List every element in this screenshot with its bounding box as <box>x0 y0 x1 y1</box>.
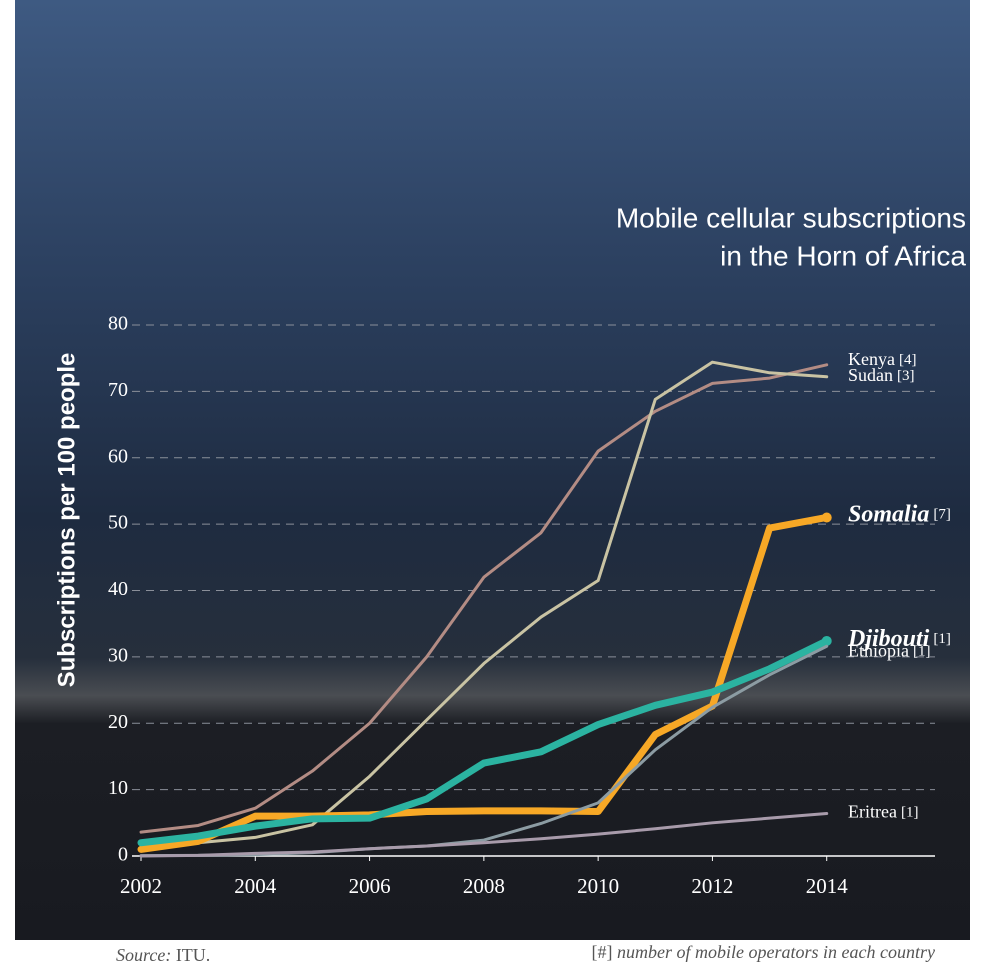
legend-entry: Sudan [3] <box>848 365 915 385</box>
legend-operators: [1] <box>933 631 951 647</box>
x-tick-label: 2006 <box>349 874 391 898</box>
source: ITU. <box>176 945 211 965</box>
legend-name: Djibouti <box>847 625 930 651</box>
x-tick-label: 2008 <box>463 874 505 898</box>
x-tick-label: 2012 <box>691 874 733 898</box>
legend-name: Sudan <box>848 365 893 385</box>
legend-operators: [1] <box>901 805 919 821</box>
y-axis-label: Subscriptions per 100 people <box>53 353 80 688</box>
legend-name: Kenya <box>848 349 895 369</box>
y-tick-label: 0 <box>118 844 128 866</box>
legend-name: Somalia <box>848 501 929 527</box>
y-tick-label: 40 <box>108 578 128 600</box>
y-tick-label: 50 <box>108 512 128 534</box>
legend-operators: [3] <box>897 368 915 384</box>
legend-entry: Ethiopia [1] <box>848 640 931 660</box>
end-point <box>821 635 832 646</box>
chart-title: in the Horn of Africa <box>720 240 966 271</box>
x-tick-label: 2002 <box>120 874 162 898</box>
y-tick-label: 10 <box>108 777 128 799</box>
legend-operators: [4] <box>899 352 917 368</box>
y-tick-label: 20 <box>108 711 128 733</box>
footer-note: [#] number of mobile operators in each c… <box>592 942 935 962</box>
x-tick-label: 2004 <box>234 874 277 898</box>
footer: Source: ITU. <box>116 945 210 965</box>
end-point <box>821 512 832 523</box>
x-tick-label: 2014 <box>806 874 849 898</box>
legend-entry: Somalia [7] <box>848 501 951 527</box>
legend-entry: Kenya [4] <box>848 349 916 369</box>
note: number of mobile operators in each count… <box>617 942 935 962</box>
series-line <box>139 363 829 834</box>
legend-operators: [1] <box>913 644 931 660</box>
source-label: Source: <box>116 945 171 965</box>
y-tick-label: 80 <box>108 313 128 335</box>
legend-operators: [7] <box>933 507 951 523</box>
y-tick-label: 30 <box>108 644 128 666</box>
y-tick-label: 70 <box>108 379 128 401</box>
legend-name: Eritrea <box>848 802 897 822</box>
note-symbol: [#] <box>592 942 613 962</box>
legend-entry: Eritrea [1] <box>848 802 918 822</box>
series-line <box>139 360 829 850</box>
legend-name: Ethiopia <box>848 640 909 660</box>
chart-title: Mobile cellular subscriptions <box>616 202 966 233</box>
x-tick-label: 2010 <box>577 874 619 898</box>
y-tick-label: 60 <box>108 445 128 467</box>
series-line <box>137 637 831 847</box>
background <box>15 0 970 940</box>
legend-entry: Djibouti [1] <box>847 625 951 651</box>
series-line <box>139 812 829 858</box>
